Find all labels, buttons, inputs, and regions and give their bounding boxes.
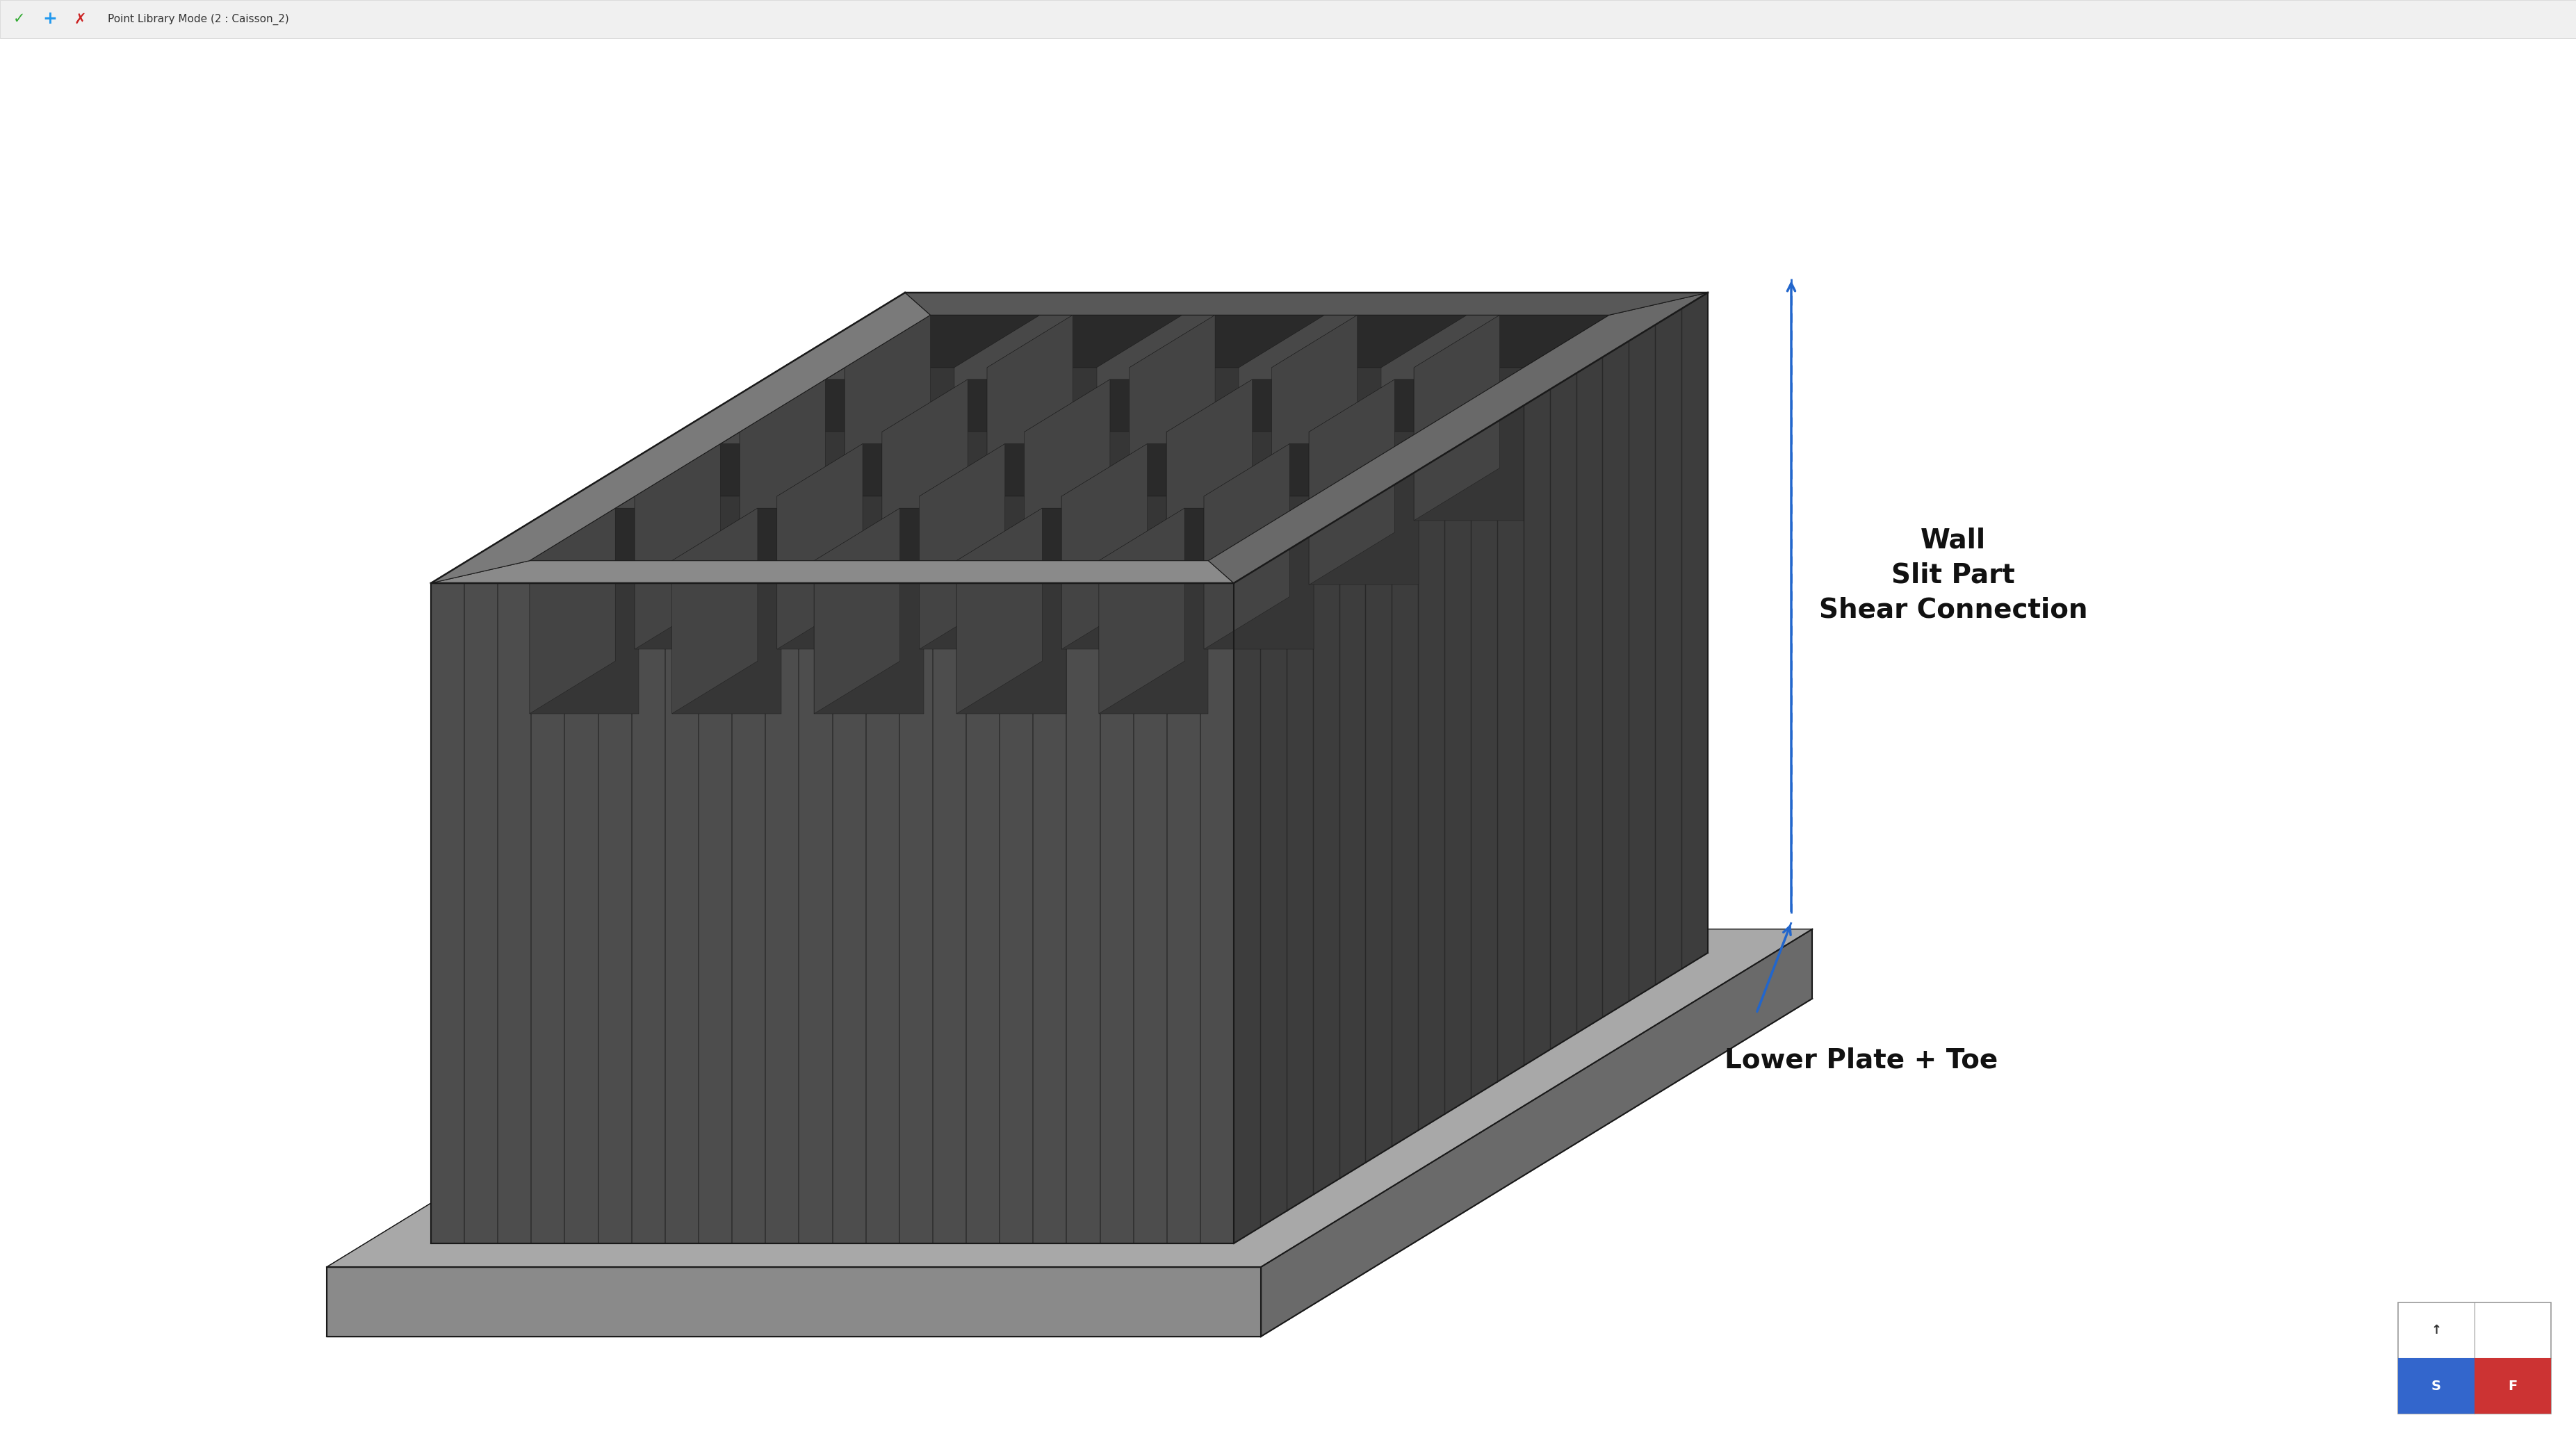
Polygon shape [1273,315,1466,368]
Polygon shape [531,561,639,713]
FancyBboxPatch shape [0,0,2576,39]
Polygon shape [739,431,850,585]
Polygon shape [1273,315,1358,521]
Polygon shape [1414,315,1610,368]
Polygon shape [634,444,829,496]
Polygon shape [327,929,1814,1267]
Polygon shape [327,929,878,1337]
Text: ✗: ✗ [75,12,85,26]
Polygon shape [778,444,863,649]
Polygon shape [1025,380,1110,585]
Polygon shape [920,496,1028,649]
Polygon shape [1309,380,1394,585]
Polygon shape [814,508,899,713]
Text: S: S [2432,1379,2442,1392]
Polygon shape [1025,380,1218,431]
Polygon shape [672,508,757,713]
FancyBboxPatch shape [2398,1357,2476,1414]
Polygon shape [920,444,1005,649]
Text: ✓: ✓ [13,12,26,26]
Polygon shape [430,292,1708,584]
Polygon shape [327,1267,1260,1337]
Text: +: + [44,10,57,27]
Polygon shape [672,561,781,713]
Polygon shape [881,380,969,585]
Polygon shape [956,508,1043,713]
Polygon shape [1128,315,1216,521]
Polygon shape [1234,292,1708,1244]
Polygon shape [904,292,1708,315]
Text: F: F [2509,1379,2517,1392]
Polygon shape [845,315,1041,368]
Polygon shape [1208,292,1708,584]
Polygon shape [531,508,616,713]
Polygon shape [430,561,1234,584]
Polygon shape [814,508,1010,561]
Polygon shape [430,292,904,1244]
Polygon shape [430,292,930,584]
Text: Wall
Slit Part
Shear Connection: Wall Slit Part Shear Connection [1819,528,2087,623]
Polygon shape [1273,368,1381,521]
Polygon shape [430,292,930,584]
FancyBboxPatch shape [2476,1357,2550,1414]
Polygon shape [1025,431,1133,585]
Polygon shape [430,561,1234,584]
Polygon shape [881,380,1077,431]
Polygon shape [672,508,868,561]
Polygon shape [920,444,1115,496]
Polygon shape [881,431,992,585]
Polygon shape [778,444,971,496]
Polygon shape [1203,444,1399,496]
Polygon shape [778,496,886,649]
Polygon shape [531,315,1610,561]
Polygon shape [634,496,744,649]
Polygon shape [956,561,1066,713]
Polygon shape [1309,380,1504,431]
Polygon shape [1167,431,1275,585]
Polygon shape [1061,444,1146,649]
Text: Lower Plate + Toe: Lower Plate + Toe [1723,1047,1996,1074]
Polygon shape [1414,368,1522,521]
Polygon shape [1208,292,1708,584]
Polygon shape [904,292,1708,315]
Polygon shape [814,561,925,713]
Polygon shape [1100,561,1208,713]
Polygon shape [1128,315,1324,368]
Polygon shape [1203,496,1314,649]
Polygon shape [987,315,1182,368]
Text: Point Library Mode (2 : Caisson_2): Point Library Mode (2 : Caisson_2) [108,13,289,24]
Polygon shape [987,315,1072,521]
Polygon shape [845,368,953,521]
Polygon shape [531,508,724,561]
Polygon shape [1167,380,1363,431]
Polygon shape [1203,444,1291,649]
Polygon shape [1128,368,1239,521]
Polygon shape [845,315,930,521]
Polygon shape [1100,508,1185,713]
Polygon shape [1061,444,1257,496]
Polygon shape [987,368,1097,521]
Polygon shape [1100,508,1293,561]
Polygon shape [1414,315,1499,521]
Polygon shape [634,444,721,649]
Polygon shape [1309,431,1419,585]
FancyBboxPatch shape [2398,1303,2550,1414]
Polygon shape [739,380,935,431]
Polygon shape [956,508,1151,561]
Polygon shape [739,380,824,585]
Polygon shape [1260,929,1814,1337]
Polygon shape [430,584,1234,1244]
Polygon shape [1061,496,1172,649]
Text: ↑: ↑ [2432,1324,2442,1336]
Polygon shape [1167,380,1252,585]
